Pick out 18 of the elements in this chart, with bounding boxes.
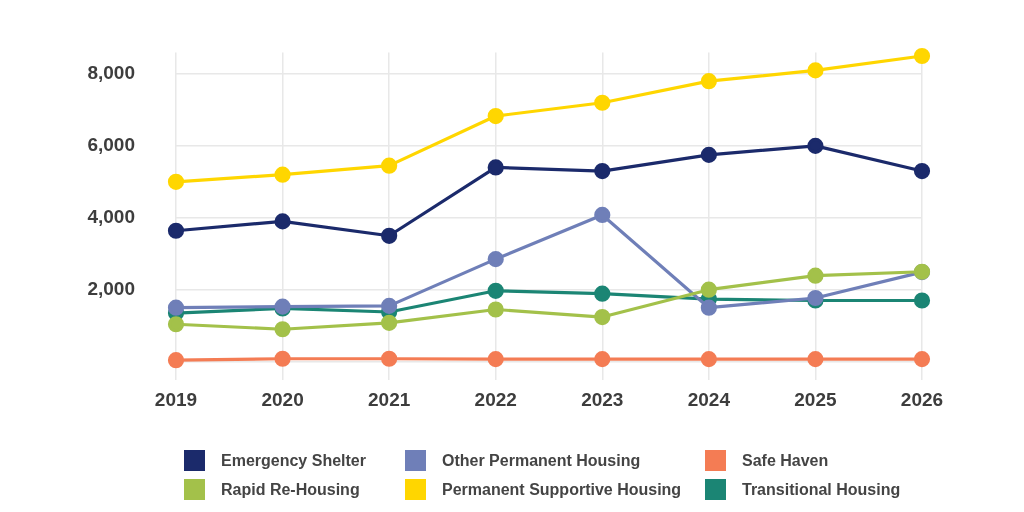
legend-label: Safe Haven — [742, 451, 829, 470]
legend-label: Transitional Housing — [742, 480, 901, 499]
x-tick-label: 2021 — [368, 389, 411, 411]
x-tick-label: 2025 — [794, 389, 837, 411]
y-tick-label: 4,000 — [87, 206, 135, 228]
x-tick-label: 2024 — [687, 389, 731, 411]
x-tick-label: 2026 — [900, 389, 944, 411]
x-tick-label: 2020 — [261, 389, 304, 411]
y-tick-label: 2,000 — [87, 277, 135, 299]
legend-label: Other Permanent Housing — [442, 451, 641, 470]
x-tick-label: 2019 — [154, 389, 198, 411]
y-tick-label: 6,000 — [87, 134, 135, 156]
y-tick-label: 8,000 — [87, 62, 135, 84]
x-tick-label: 2022 — [474, 389, 517, 411]
legend-label: Permanent Supportive Housing — [442, 480, 682, 499]
legend-label: Rapid Re-Housing — [221, 480, 360, 499]
x-tick-label: 2023 — [581, 389, 624, 411]
legend-label: Emergency Shelter — [221, 451, 366, 470]
